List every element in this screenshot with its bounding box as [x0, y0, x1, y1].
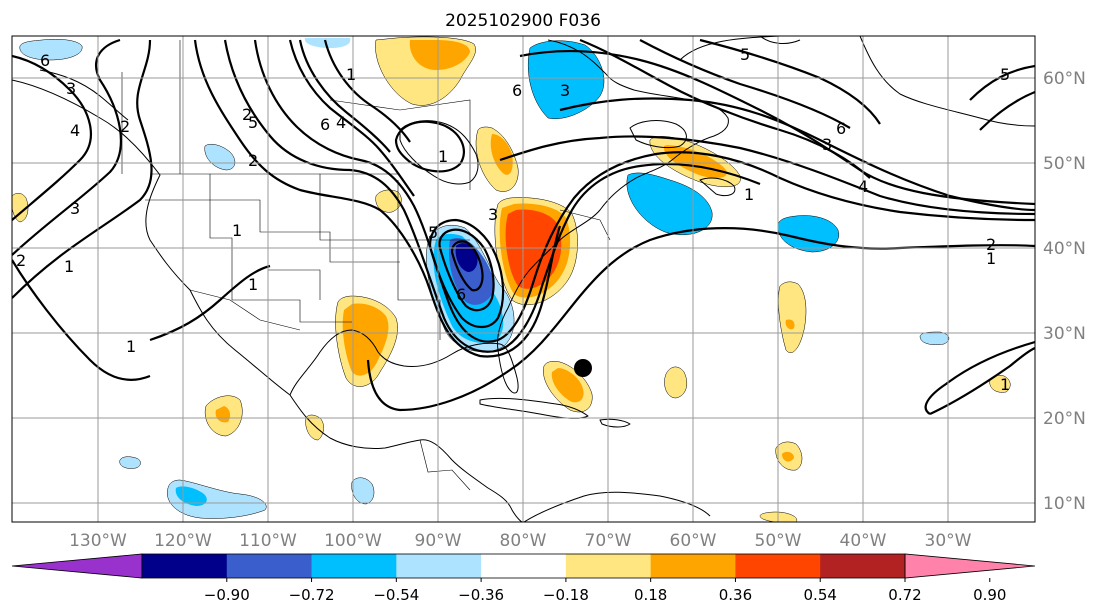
- colorbar-tick-label: −0.90: [204, 586, 250, 604]
- lon-label: 90°W: [415, 531, 462, 551]
- contour-label: 3: [560, 81, 570, 100]
- colorbar-tick-label: 0.90: [973, 586, 1006, 604]
- lat-label: 50°N: [1043, 154, 1086, 174]
- contour-label: 5: [248, 113, 258, 132]
- colorbar-segment: [735, 554, 821, 578]
- longitude-labels: 130°W 120°W 110°W 100°W 90°W 80°W 70°W 6…: [69, 531, 972, 551]
- lon-label: 30°W: [925, 531, 972, 551]
- lon-label: 40°W: [840, 531, 887, 551]
- colorbar-segment: [311, 554, 397, 578]
- contour-label: 2: [16, 251, 26, 270]
- contour-label: 1: [438, 147, 448, 166]
- contour-label: 4: [858, 177, 868, 196]
- contour-label: 6: [512, 81, 522, 100]
- contour-label: 5: [740, 45, 750, 64]
- lon-label: 100°W: [324, 531, 382, 551]
- contour-label: 1: [346, 65, 356, 84]
- lon-label: 60°W: [670, 531, 717, 551]
- contour-label: 2: [986, 235, 996, 254]
- lon-label: 80°W: [500, 531, 547, 551]
- contour-label: 6: [40, 51, 50, 70]
- map-panel: 6 3 4 2 2 3 1 5 6 1 4 2 1 5 3 6 3 6 6 3 …: [12, 36, 1035, 522]
- colorbar: −0.90 −0.72 −0.54 −0.36 −0.18 0.18 0.36 0.54 0.7…: [11, 553, 1036, 604]
- contour-label: 1: [744, 185, 754, 204]
- contour-label: 4: [70, 121, 80, 140]
- lat-label: 60°N: [1043, 69, 1086, 89]
- contour-label: 5: [428, 223, 438, 242]
- colorbar-segment: [226, 554, 313, 578]
- lat-label: 40°N: [1043, 239, 1086, 259]
- colorbar-tick-label: 0.36: [719, 586, 752, 604]
- colorbar-segment: [142, 554, 228, 578]
- contour-label: 1: [1000, 375, 1010, 394]
- map-frame: [11, 35, 1036, 523]
- contour-label: 4: [336, 113, 346, 132]
- contour-label: 1: [986, 249, 996, 268]
- contour-label: 1: [64, 257, 74, 276]
- lon-label: 110°W: [239, 531, 297, 551]
- lon-label: 130°W: [69, 531, 127, 551]
- contour-label: 2: [242, 105, 252, 124]
- colorbar-segment: [396, 554, 482, 578]
- contour-label: 3: [488, 205, 498, 224]
- contour-value-labels: 6 3 4 2 2 3 1 5 6 1 4 2 1 5 3 6 3 6 6 3 …: [16, 45, 1010, 394]
- colorbar-extend-high: [904, 553, 1036, 579]
- lon-label: 70°W: [585, 531, 632, 551]
- location-marker-dot: [574, 359, 592, 377]
- map-title: 2025102900 F036: [445, 11, 601, 31]
- lat-label: 30°N: [1043, 324, 1086, 344]
- shaded-anomaly-fields: [12, 36, 1011, 522]
- contour-label: 1: [248, 275, 258, 294]
- lon-label: 120°W: [154, 531, 212, 551]
- latitude-labels: 60°N 50°N 40°N 30°N 20°N 10°N: [1043, 69, 1086, 514]
- contour-label: 6: [836, 119, 846, 138]
- contour-label: 6: [320, 115, 330, 134]
- contour-label: 5: [1000, 65, 1010, 84]
- contour-label: 1: [126, 337, 136, 356]
- colorbar-tick-label: 0.54: [804, 586, 837, 604]
- contour-label: 1: [232, 221, 242, 240]
- lat-label: 10°N: [1043, 494, 1086, 514]
- colorbar-tick-label: −0.54: [373, 586, 419, 604]
- colorbar-segment: [565, 554, 652, 578]
- contour-label: 2: [248, 151, 258, 170]
- colorbar-segment: [481, 554, 567, 578]
- lon-label: 50°W: [755, 531, 802, 551]
- colorbar-segment: [650, 554, 736, 578]
- lat-label: 20°N: [1043, 409, 1086, 429]
- colorbar-tick-label: 0.72: [888, 586, 921, 604]
- colorbar-tick-label: −0.18: [543, 586, 589, 604]
- contour-label: 3: [70, 199, 80, 218]
- contour-label: 3: [822, 135, 832, 154]
- colorbar-segment: [820, 554, 906, 578]
- contour-label: 6: [456, 285, 466, 304]
- contour-label: 2: [120, 117, 130, 136]
- colorbar-tick-label: −0.72: [289, 586, 335, 604]
- lat-lon-gridlines: [12, 36, 1035, 522]
- colorbar-outline: [141, 553, 906, 579]
- colorbar-tick-label: −0.36: [458, 586, 504, 604]
- colorbar-tick-label: 0.18: [634, 586, 667, 604]
- colorbar-extend-low: [11, 553, 143, 579]
- contour-label: 3: [66, 79, 76, 98]
- political-borders: [121, 40, 611, 491]
